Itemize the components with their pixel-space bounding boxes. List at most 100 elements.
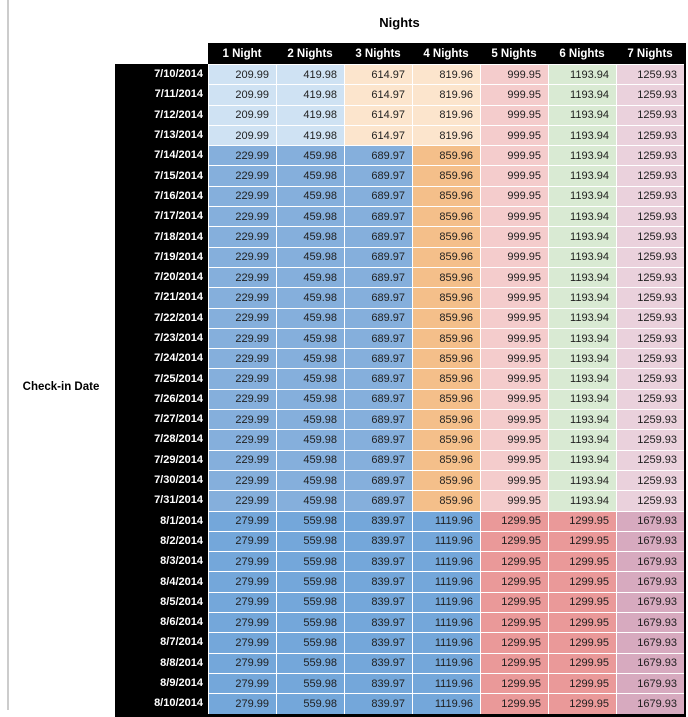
price-cell[interactable]: 1259.93 (616, 124, 684, 146)
price-cell[interactable]: 1679.93 (616, 632, 684, 653)
price-cell[interactable]: 279.99 (208, 591, 276, 613)
price-cell[interactable]: 819.96 (412, 84, 480, 105)
price-cell[interactable]: 819.96 (412, 124, 480, 146)
column-header[interactable]: 1 Night (208, 43, 276, 64)
price-cell[interactable]: 999.95 (480, 165, 548, 186)
price-cell[interactable]: 1119.96 (412, 530, 480, 552)
price-cell[interactable]: 1299.95 (480, 612, 548, 633)
price-cell[interactable]: 279.99 (208, 510, 276, 531)
price-cell[interactable]: 1679.93 (616, 530, 684, 552)
price-cell[interactable]: 229.99 (208, 469, 276, 491)
price-cell[interactable]: 859.96 (412, 266, 480, 288)
checkin-date-cell[interactable]: 8/2/2014 (115, 530, 208, 552)
price-cell[interactable]: 459.98 (276, 206, 344, 227)
price-cell[interactable]: 1119.96 (412, 591, 480, 613)
price-cell[interactable]: 689.97 (344, 449, 412, 470)
price-cell[interactable]: 1259.93 (616, 348, 684, 369)
price-cell[interactable]: 1193.94 (548, 307, 616, 328)
price-cell[interactable]: 279.99 (208, 551, 276, 572)
price-cell[interactable]: 839.97 (344, 510, 412, 531)
checkin-date-cell[interactable]: 8/9/2014 (115, 672, 208, 694)
price-cell[interactable]: 859.96 (412, 388, 480, 410)
price-cell[interactable]: 839.97 (344, 652, 412, 673)
price-cell[interactable]: 279.99 (208, 632, 276, 653)
price-cell[interactable]: 1679.93 (616, 551, 684, 572)
price-cell[interactable]: 1193.94 (548, 165, 616, 186)
price-cell[interactable]: 419.98 (276, 64, 344, 85)
price-cell[interactable]: 459.98 (276, 327, 344, 349)
price-cell[interactable]: 689.97 (344, 327, 412, 349)
price-cell[interactable]: 229.99 (208, 348, 276, 369)
price-cell[interactable]: 1119.96 (412, 571, 480, 592)
price-cell[interactable]: 1119.96 (412, 693, 480, 714)
price-cell[interactable]: 459.98 (276, 145, 344, 166)
price-cell[interactable]: 1259.93 (616, 266, 684, 288)
price-cell[interactable]: 999.95 (480, 287, 548, 308)
price-cell[interactable]: 1193.94 (548, 206, 616, 227)
price-cell[interactable]: 689.97 (344, 409, 412, 430)
price-cell[interactable]: 1299.95 (548, 632, 616, 653)
price-cell[interactable]: 859.96 (412, 206, 480, 227)
checkin-date-cell[interactable]: 7/24/2014 (115, 348, 208, 369)
price-cell[interactable]: 999.95 (480, 348, 548, 369)
price-cell[interactable]: 859.96 (412, 287, 480, 308)
price-cell[interactable]: 279.99 (208, 672, 276, 694)
price-cell[interactable]: 1193.94 (548, 104, 616, 125)
price-cell[interactable]: 559.98 (276, 591, 344, 613)
price-cell[interactable]: 229.99 (208, 327, 276, 349)
price-cell[interactable]: 419.98 (276, 104, 344, 125)
price-cell[interactable]: 229.99 (208, 226, 276, 247)
price-cell[interactable]: 559.98 (276, 510, 344, 531)
price-cell[interactable]: 1679.93 (616, 693, 684, 714)
price-cell[interactable]: 689.97 (344, 287, 412, 308)
price-cell[interactable]: 1193.94 (548, 64, 616, 85)
price-cell[interactable]: 999.95 (480, 449, 548, 470)
price-cell[interactable]: 229.99 (208, 206, 276, 227)
price-cell[interactable]: 459.98 (276, 226, 344, 247)
price-cell[interactable]: 689.97 (344, 246, 412, 267)
price-cell[interactable]: 999.95 (480, 104, 548, 125)
price-cell[interactable]: 614.97 (344, 104, 412, 125)
price-cell[interactable]: 839.97 (344, 632, 412, 653)
price-cell[interactable]: 1119.96 (412, 551, 480, 572)
price-cell[interactable]: 459.98 (276, 469, 344, 491)
price-cell[interactable]: 1299.95 (548, 652, 616, 673)
price-cell[interactable]: 999.95 (480, 145, 548, 166)
price-cell[interactable]: 1193.94 (548, 388, 616, 410)
price-cell[interactable]: 229.99 (208, 246, 276, 267)
price-cell[interactable]: 559.98 (276, 632, 344, 653)
checkin-date-cell[interactable]: 7/22/2014 (115, 307, 208, 328)
price-cell[interactable]: 559.98 (276, 652, 344, 673)
price-cell[interactable]: 559.98 (276, 693, 344, 714)
price-cell[interactable]: 1119.96 (412, 652, 480, 673)
price-cell[interactable]: 614.97 (344, 64, 412, 85)
price-cell[interactable]: 459.98 (276, 388, 344, 410)
price-cell[interactable]: 1299.95 (548, 571, 616, 592)
price-cell[interactable]: 1259.93 (616, 246, 684, 267)
price-cell[interactable]: 1299.95 (480, 652, 548, 673)
price-cell[interactable]: 1193.94 (548, 348, 616, 369)
price-cell[interactable]: 1259.93 (616, 206, 684, 227)
price-cell[interactable]: 459.98 (276, 165, 344, 186)
price-cell[interactable]: 839.97 (344, 672, 412, 694)
price-cell[interactable]: 1259.93 (616, 409, 684, 430)
price-cell[interactable]: 1679.93 (616, 510, 684, 531)
price-cell[interactable]: 859.96 (412, 409, 480, 430)
price-cell[interactable]: 209.99 (208, 84, 276, 105)
price-cell[interactable]: 689.97 (344, 490, 412, 511)
column-header[interactable]: 7 Nights (616, 43, 684, 64)
price-cell[interactable]: 1679.93 (616, 591, 684, 613)
price-cell[interactable]: 1193.94 (548, 287, 616, 308)
price-cell[interactable]: 999.95 (480, 368, 548, 389)
price-cell[interactable]: 1193.94 (548, 185, 616, 207)
price-cell[interactable]: 1299.95 (548, 530, 616, 552)
column-header[interactable]: 3 Nights (344, 43, 412, 64)
price-cell[interactable]: 859.96 (412, 429, 480, 450)
price-cell[interactable]: 229.99 (208, 429, 276, 450)
price-cell[interactable]: 689.97 (344, 307, 412, 328)
price-cell[interactable]: 999.95 (480, 226, 548, 247)
price-cell[interactable]: 1193.94 (548, 490, 616, 511)
price-cell[interactable]: 229.99 (208, 409, 276, 430)
price-cell[interactable]: 459.98 (276, 490, 344, 511)
price-cell[interactable]: 689.97 (344, 145, 412, 166)
